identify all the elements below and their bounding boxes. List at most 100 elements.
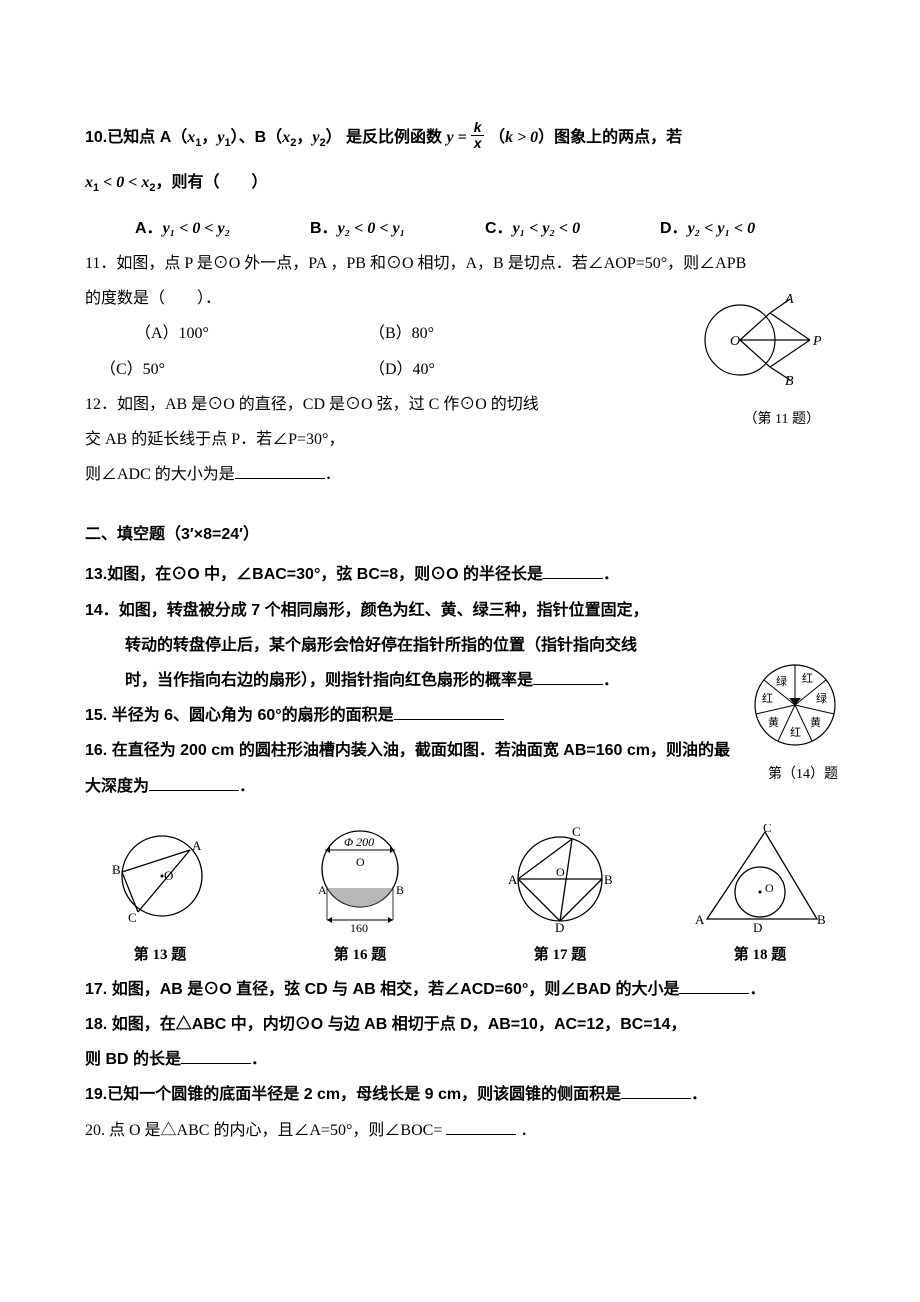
q20-blank [446, 1117, 516, 1135]
figure-caption-row: 第 13 题 第 16 题 第 17 题 第 18 题 [85, 939, 835, 972]
q10-optB-val: y₂ < 0 < y₁ [338, 220, 406, 237]
q13: 13.如图，在⊙O 中，∠BAC=30°，弦 BC=8，则⊙O 的半径长是 ． [85, 557, 835, 592]
q10-mid2: ） 是反比例函数 [326, 129, 447, 146]
q10-optD: D．y₂ < y₁ < 0 [660, 211, 835, 246]
q20-post: ． [516, 1122, 536, 1139]
q15-blank [394, 703, 504, 721]
fig11-A: A [784, 292, 794, 307]
fig13-B: B [112, 862, 121, 877]
fig11-P: P [812, 334, 822, 349]
fig13: A B C O [85, 824, 235, 934]
q17: 17. 如图，AB 是⊙O 直径，弦 CD 与 AB 相交，若∠ACD=60°，… [85, 972, 835, 1007]
q10-optC-pre: C． [485, 220, 513, 237]
q10-line1: 10.已知点 A（x1，y1）、B（x2，y2） 是反比例函数 y = kx （… [85, 120, 835, 155]
q10-optD-val: y₂ < y₁ < 0 [688, 220, 756, 237]
q19-blank [621, 1082, 691, 1100]
q12-line3: 则∠ADC 的大小为是 ． [85, 457, 835, 492]
figure-row: A B C O Φ 200 O 160 A B [85, 824, 835, 934]
q20-pre: 20. 点 O 是△ABC 的内心，且∠A=50°，则∠BOC= [85, 1122, 446, 1139]
q10-line2: x1 < 0 < x2，则有（ ） [85, 165, 835, 200]
q11-optC: （C）50° [85, 352, 365, 387]
q12-l3-pre: 则∠ADC 的大小为是 [85, 466, 235, 483]
q10-prefix: 10.已知点 A（ [85, 129, 187, 146]
q10-optA: A．y₁ < 0 < y₂ [135, 211, 310, 246]
q18-l1: 18. 如图，在△ABC 中，内切⊙O 与边 AB 相切于点 D，AB=10，A… [85, 1007, 835, 1042]
q14-l3-pre: 时，当作指向右边的扇形），则指针指向红色扇形的概率是 [125, 672, 533, 689]
q10-cond-end: ）图象上的两点，若 [538, 129, 682, 146]
fig17-A: A [508, 872, 518, 887]
q17-pre: 17. 如图，AB 是⊙O 直径，弦 CD 与 AB 相交，若∠ACD=60°，… [85, 981, 679, 998]
q14-l3: 时，当作指向右边的扇形），则指针指向红色扇形的概率是 ． [85, 663, 835, 698]
fig17-D: D [555, 920, 564, 934]
q11-optB: （B）80° [369, 325, 434, 342]
q10-optC: C．y₁ < y₂ < 0 [485, 211, 660, 246]
fig16-phi: Φ 200 [344, 835, 374, 849]
q16-l2-post: ． [239, 778, 255, 795]
q13-post: ． [603, 566, 619, 583]
fig16: Φ 200 O 160 A B [285, 824, 435, 934]
q19: 19.已知一个圆锥的底面半径是 2 cm，母线长是 9 cm，则该圆锥的侧面积是… [85, 1077, 835, 1112]
fig18-cap: 第 18 题 [685, 939, 835, 972]
fig11-O: O [730, 334, 740, 349]
fig18-D: D [753, 920, 762, 934]
q17-post: ． [749, 981, 765, 998]
q13-pre: 13.如图，在⊙O 中，∠BAC=30°，弦 BC=8，则⊙O 的半径长是 [85, 566, 543, 583]
q10-l2-ineq: < 0 < [99, 174, 141, 191]
q12-line1: 12．如图，AB 是⊙O 的直径，CD 是⊙O 弦，过 C 作⊙O 的切线 [85, 387, 835, 422]
section2-title: 二、填空题（3′×8=24′） [85, 517, 835, 552]
q10-frac: kx [471, 120, 485, 152]
q10-optA-pre: A． [135, 220, 163, 237]
q10-optB: B．y₂ < 0 < y₁ [310, 211, 485, 246]
fig13-cap: 第 13 题 [85, 939, 235, 972]
q18-blank [181, 1047, 251, 1065]
q11-optD: （D）40° [369, 361, 435, 378]
q10-options: A．y₁ < 0 < y₂ B．y₂ < 0 < y₁ C．y₁ < y₂ < … [85, 211, 835, 246]
q12-line2: 交 AB 的延长线于点 P．若∠P=30°， [85, 422, 835, 457]
q14-l2: 转动的转盘停止后，某个扇形会恰好停在指针所指的位置（指针指向交线 [85, 628, 835, 663]
q15: 15. 半径为 6、圆心角为 60°的扇形的面积是 [85, 698, 835, 733]
q19-pre: 19.已知一个圆锥的底面半径是 2 cm，母线长是 9 cm，则该圆锥的侧面积是 [85, 1086, 621, 1103]
fig18-O: O [765, 881, 774, 895]
fig14-s0: 绿 [776, 674, 787, 688]
q10-frac-den: x [471, 136, 485, 151]
q10-l2-x1: x [85, 174, 93, 191]
fig17-B: B [604, 872, 613, 887]
q16-l2-pre: 大深度为 [85, 778, 149, 795]
q17-blank [679, 976, 749, 994]
q10-optA-val: y₁ < 0 < y₂ [163, 220, 231, 237]
fig13-A: A [192, 838, 202, 853]
q10-frac-num: k [471, 120, 485, 136]
fig14-s1: 红 [802, 672, 813, 685]
q10-cond-open: （ [489, 129, 505, 146]
q11-line1: 11．如图，点 P 是⊙O 外一点，PA ，PB 和⊙O 相切，A，B 是切点．… [85, 246, 835, 281]
q18-l2: 则 BD 的长是． [85, 1042, 835, 1077]
q11-optA: （A）100° [85, 316, 365, 351]
q18-l2-post: ． [251, 1051, 267, 1068]
q12-l3-post: ． [325, 466, 341, 483]
q20: 20. 点 O 是△ABC 的内心，且∠A=50°，则∠BOC= ． [85, 1113, 835, 1148]
q19-post: ． [691, 1086, 707, 1103]
q10-optB-pre: B． [310, 220, 338, 237]
q14-l3-post: ． [603, 672, 619, 689]
fig18-A: A [695, 912, 705, 927]
q10-y1: y [217, 129, 224, 146]
fig13-C: C [128, 910, 137, 925]
q16-blank [149, 773, 239, 791]
q14-l1: 14．如图，转盘被分成 7 个相同扇形，颜色为红、黄、绿三种，指针位置固定， [85, 593, 835, 628]
fig17-O: O [556, 865, 565, 879]
fig16-O: O [356, 855, 365, 869]
q10-c2: ， [296, 129, 312, 146]
q10-optD-pre: D． [660, 220, 688, 237]
fig17: A B C D O [485, 824, 635, 934]
q10-x2: x [282, 129, 290, 146]
q12-blank [235, 461, 325, 479]
fig16-A: A [318, 883, 327, 897]
fig18: A B C D O [685, 824, 835, 934]
fig18-B: B [817, 912, 825, 927]
q10-eq-lhs: y = [446, 129, 470, 146]
q14-blank [533, 667, 603, 685]
fig17-cap: 第 17 题 [485, 939, 635, 972]
fig16-cap: 第 16 题 [285, 939, 435, 972]
fig17-C: C [572, 824, 581, 839]
fig16-B: B [396, 883, 404, 897]
